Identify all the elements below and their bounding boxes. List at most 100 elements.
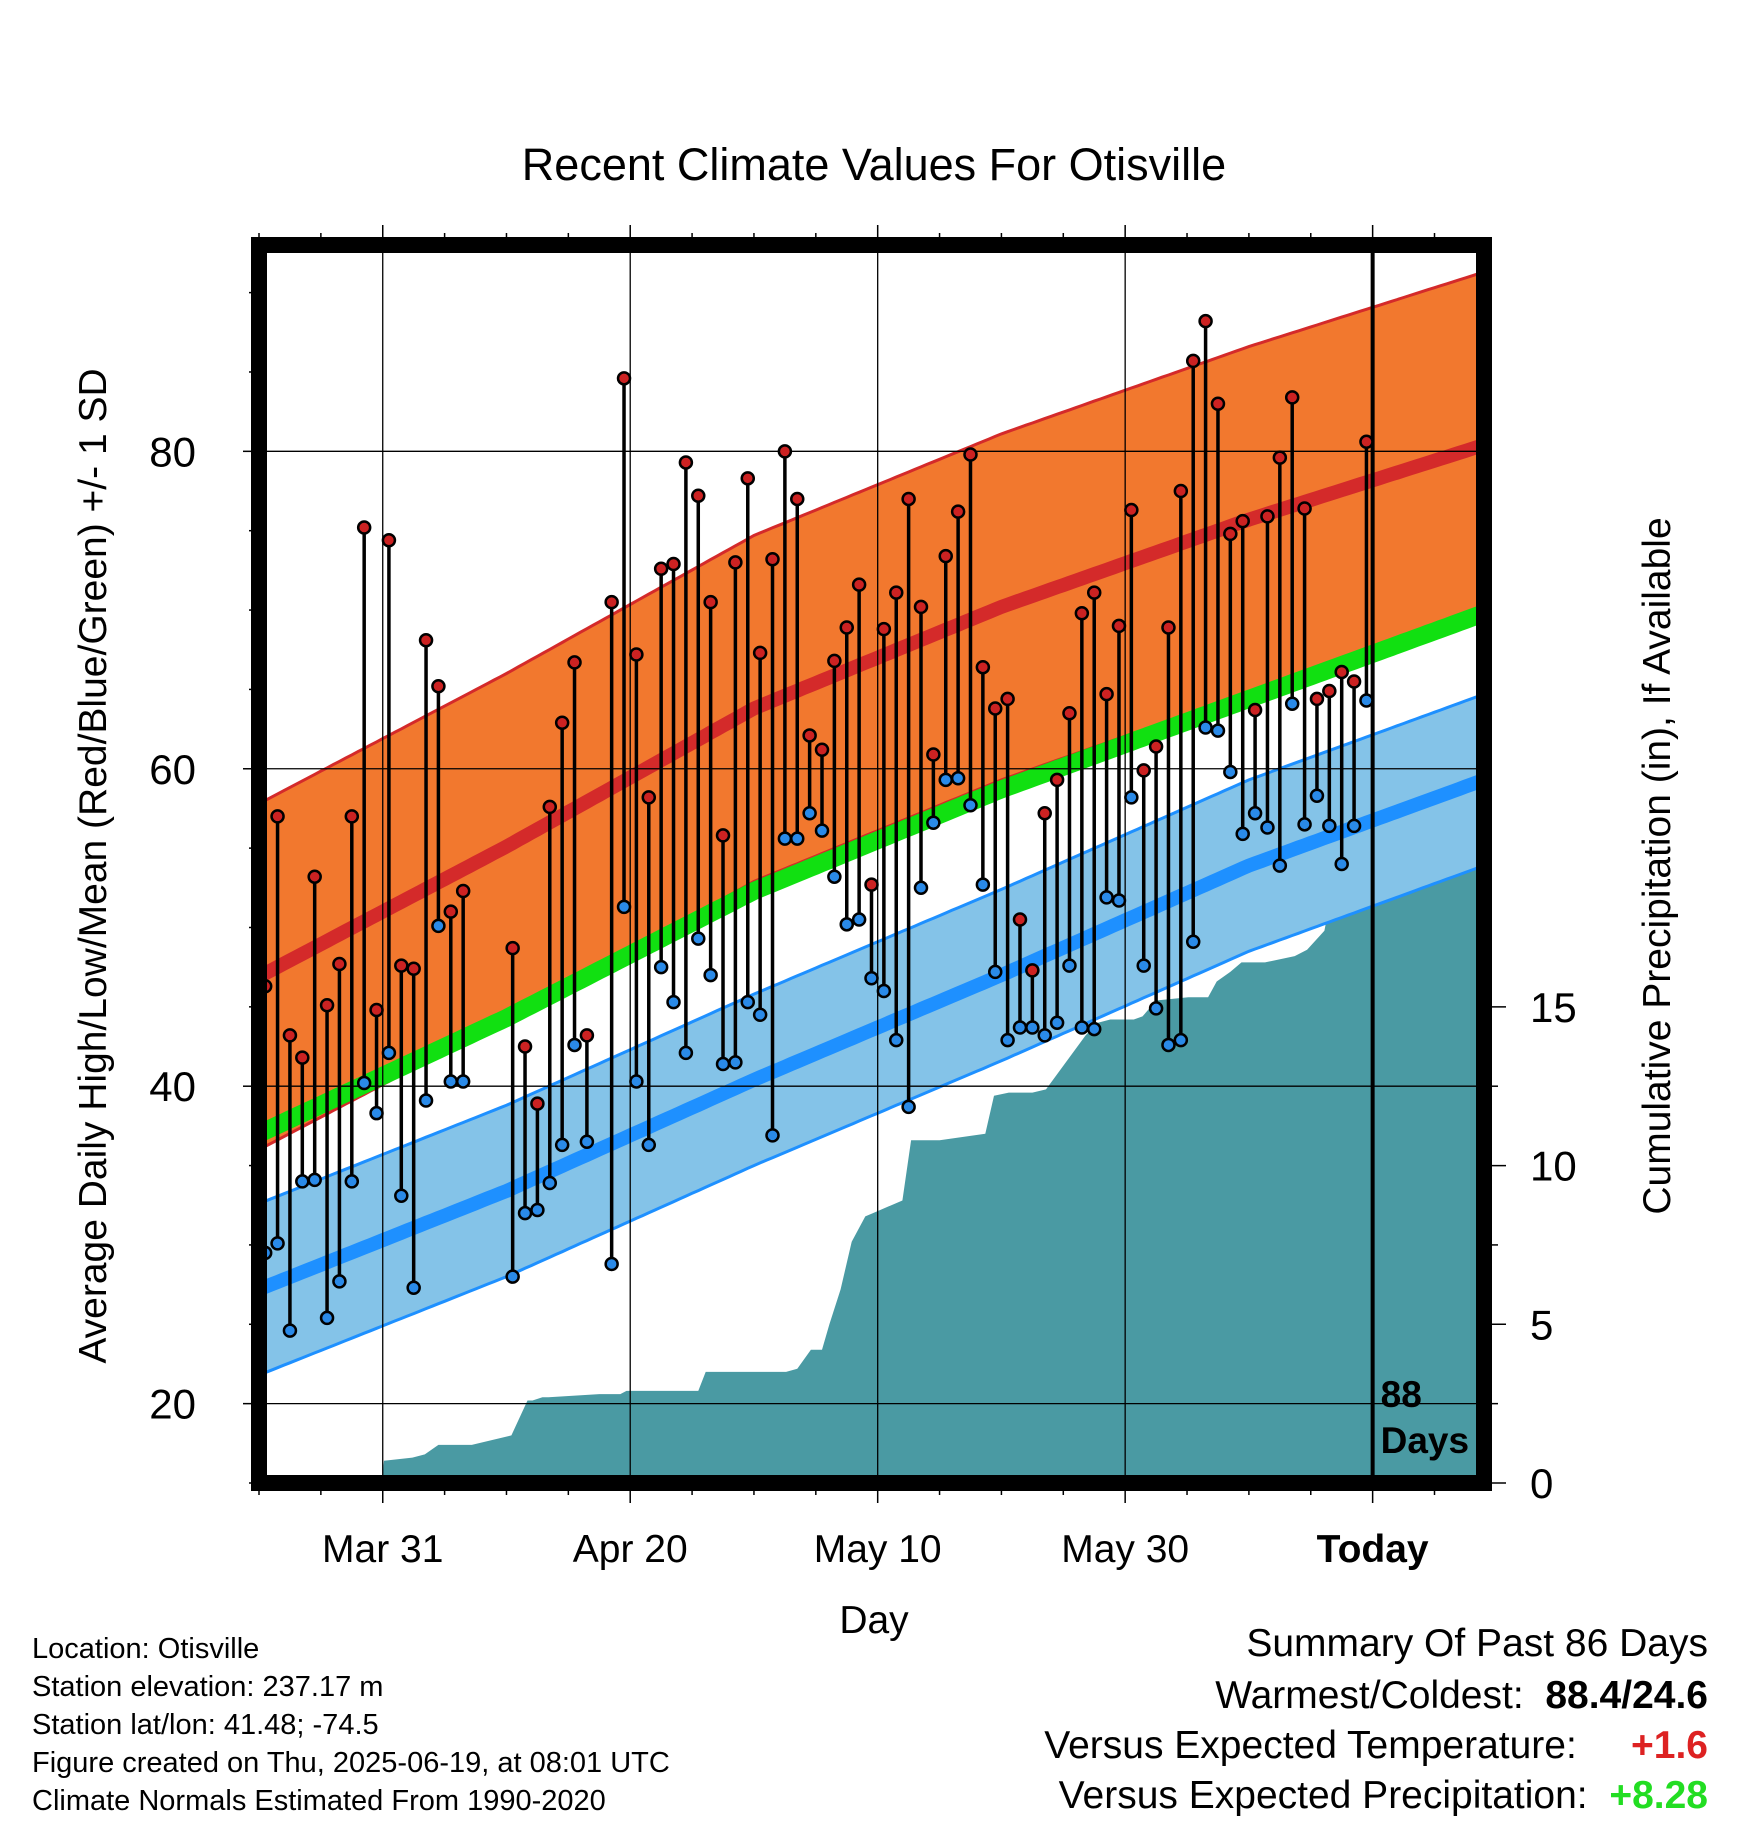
daily-low-point xyxy=(839,917,855,932)
daily-low-point xyxy=(1086,1021,1102,1037)
normals-text: Climate Normals Estimated From 1990-2020 xyxy=(32,1785,606,1817)
daily-observations xyxy=(257,313,1374,1338)
daily-low-point xyxy=(1148,1001,1164,1016)
daily-low-point xyxy=(938,772,953,788)
daily-high-point xyxy=(963,447,978,462)
daily-high-point xyxy=(641,790,657,805)
daily-high-point xyxy=(1235,513,1250,529)
daily-low-point xyxy=(455,1074,471,1089)
daily-low-point xyxy=(517,1205,533,1221)
daily-high-point xyxy=(876,621,892,637)
daily-high-point xyxy=(1025,963,1040,978)
daily-low-point xyxy=(1111,893,1127,908)
daily-low-point xyxy=(1062,958,1077,973)
daily-low-point xyxy=(1124,790,1139,805)
daily-high-point xyxy=(1322,683,1337,699)
daily-low-point xyxy=(319,1310,335,1326)
daily-high-point xyxy=(1062,705,1077,721)
daily-low-point xyxy=(876,983,892,999)
y-tick-label: 80 xyxy=(149,428,196,475)
daily-low-point xyxy=(777,831,793,846)
daily-high-point xyxy=(1173,483,1189,499)
x-tick-label: Apr 20 xyxy=(573,1528,688,1571)
daily-high-point xyxy=(1136,763,1151,778)
daily-high-point xyxy=(1198,313,1213,329)
summary-warmest-coldest: Warmest/Coldest: 88.4/24.6 xyxy=(1215,1674,1708,1718)
daily-low-point xyxy=(1210,723,1226,738)
daily-high-point xyxy=(790,491,805,507)
daily-high-point xyxy=(1247,702,1263,718)
daily-low-point xyxy=(1359,693,1374,708)
location-text: Location: Otisville xyxy=(32,1633,260,1665)
daily-high-point xyxy=(950,504,966,519)
daily-high-point xyxy=(295,1050,310,1065)
daily-low-point xyxy=(691,931,706,946)
y2-tick-label: 10 xyxy=(1530,1143,1577,1190)
daily-low-point xyxy=(1322,818,1337,834)
daily-high-point xyxy=(307,869,322,884)
daily-low-point xyxy=(1000,1032,1015,1048)
temp-vs-expected-value: +1.6 xyxy=(1631,1724,1708,1767)
daily-low-point xyxy=(950,771,966,786)
plot-frame xyxy=(251,237,1492,1491)
daily-low-point xyxy=(901,1099,916,1115)
daily-low-point xyxy=(530,1202,545,1218)
daily-high-point xyxy=(369,1002,384,1018)
daily-high-point xyxy=(864,877,879,892)
daily-high-point xyxy=(443,904,459,919)
x-tick-label: May 30 xyxy=(1061,1528,1189,1571)
y2-tick-label: 5 xyxy=(1530,1301,1553,1348)
daily-low-point xyxy=(678,1045,694,1061)
daily-low-point xyxy=(715,1056,731,1072)
daily-low-point xyxy=(641,1137,657,1153)
daily-low-point xyxy=(1346,818,1362,834)
daily-low-point xyxy=(332,1274,347,1289)
chart-title: Recent Climate Values For Otisville xyxy=(522,139,1226,190)
daily-low-point xyxy=(1099,890,1114,905)
axes: 20 40 60 80 0 5 10 15 Mar 31 Apr 20 May 10 May 30 To… xyxy=(149,225,1577,1571)
daily-low-point xyxy=(604,1256,619,1272)
daily-low-point xyxy=(369,1105,384,1121)
warmest-coldest-value: 88.4/24.6 xyxy=(1545,1674,1708,1717)
daily-high-point xyxy=(530,1096,545,1111)
daily-low-point xyxy=(1247,805,1263,821)
summary-temperature: Versus Expected Temperature: +1.6 xyxy=(1044,1724,1708,1768)
temp-vs-expected-label: Versus Expected Temperature: xyxy=(1044,1724,1577,1767)
daily-high-point xyxy=(1334,664,1349,680)
daily-low-point xyxy=(270,1236,285,1251)
x-axis-label: Day xyxy=(839,1599,909,1642)
daily-high-point xyxy=(505,940,520,956)
daily-low-point xyxy=(1025,1020,1040,1035)
daily-low-point xyxy=(1198,720,1213,735)
daily-low-point xyxy=(1284,696,1300,711)
daily-low-point xyxy=(765,1128,780,1143)
daily-high-point xyxy=(394,958,409,973)
daily-high-point xyxy=(926,747,941,762)
daily-high-point xyxy=(678,455,694,470)
daily-high-point xyxy=(455,883,471,899)
daily-low-point xyxy=(1049,1015,1065,1030)
daily-low-point xyxy=(888,1032,904,1048)
daily-low-point xyxy=(963,798,978,813)
daily-low-point xyxy=(913,880,929,896)
y2-tick-label: 15 xyxy=(1530,984,1577,1031)
daily-high-point xyxy=(319,998,335,1013)
daily-low-point xyxy=(344,1174,360,1189)
daily-high-point xyxy=(740,471,756,486)
daily-low-point xyxy=(307,1172,322,1188)
daily-high-point xyxy=(814,742,830,757)
y2-tick-label: 0 xyxy=(1530,1460,1553,1507)
daily-low-point xyxy=(356,1075,372,1091)
daily-low-point xyxy=(1074,1020,1090,1035)
daily-high-point xyxy=(1074,605,1090,621)
daily-high-point xyxy=(901,491,916,507)
daily-high-point xyxy=(431,678,446,694)
daily-low-point xyxy=(505,1269,520,1284)
daily-low-point xyxy=(443,1074,459,1089)
daily-high-point xyxy=(1272,450,1288,465)
daily-high-point xyxy=(1049,772,1065,788)
y-axis-label: Average Daily High/Low/Mean (Red/Blue/Gr… xyxy=(72,368,115,1363)
x-tick-label: Today xyxy=(1317,1528,1429,1571)
daily-low-point xyxy=(814,823,830,838)
daily-low-point xyxy=(554,1137,570,1153)
